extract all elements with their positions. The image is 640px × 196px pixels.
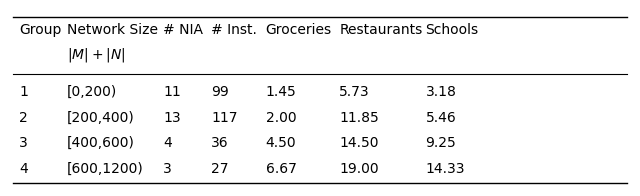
Text: [200,400): [200,400) [67, 111, 135, 125]
Text: 36: 36 [211, 136, 229, 150]
Text: 3: 3 [19, 136, 28, 150]
Text: # Inst.: # Inst. [211, 23, 257, 37]
Text: 11.85: 11.85 [339, 111, 379, 125]
Text: 5.73: 5.73 [339, 85, 370, 99]
Text: 4.50: 4.50 [266, 136, 296, 150]
Text: 14.50: 14.50 [339, 136, 379, 150]
Text: $|M|+|N|$: $|M|+|N|$ [67, 46, 125, 64]
Text: 4: 4 [163, 136, 172, 150]
Text: 3.18: 3.18 [426, 85, 456, 99]
Text: Network Size: Network Size [67, 23, 158, 37]
Text: 14.33: 14.33 [426, 162, 465, 176]
Text: Group: Group [19, 23, 61, 37]
Text: [600,1200): [600,1200) [67, 162, 144, 176]
Text: # NIA: # NIA [163, 23, 204, 37]
Text: 2.00: 2.00 [266, 111, 296, 125]
Text: 117: 117 [211, 111, 237, 125]
Text: 6.67: 6.67 [266, 162, 296, 176]
Text: 11: 11 [163, 85, 181, 99]
Text: [0,200): [0,200) [67, 85, 118, 99]
Text: 99: 99 [211, 85, 229, 99]
Text: 4: 4 [19, 162, 28, 176]
Text: 27: 27 [211, 162, 228, 176]
Text: 13: 13 [163, 111, 181, 125]
Text: [400,600): [400,600) [67, 136, 135, 150]
Text: 1.45: 1.45 [266, 85, 296, 99]
Text: Groceries: Groceries [266, 23, 332, 37]
Text: 5.46: 5.46 [426, 111, 456, 125]
Text: 2: 2 [19, 111, 28, 125]
Text: Restaurants: Restaurants [339, 23, 422, 37]
Text: 3: 3 [163, 162, 172, 176]
Text: 1: 1 [19, 85, 28, 99]
Text: 9.25: 9.25 [426, 136, 456, 150]
Text: Schools: Schools [426, 23, 479, 37]
Text: 19.00: 19.00 [339, 162, 379, 176]
